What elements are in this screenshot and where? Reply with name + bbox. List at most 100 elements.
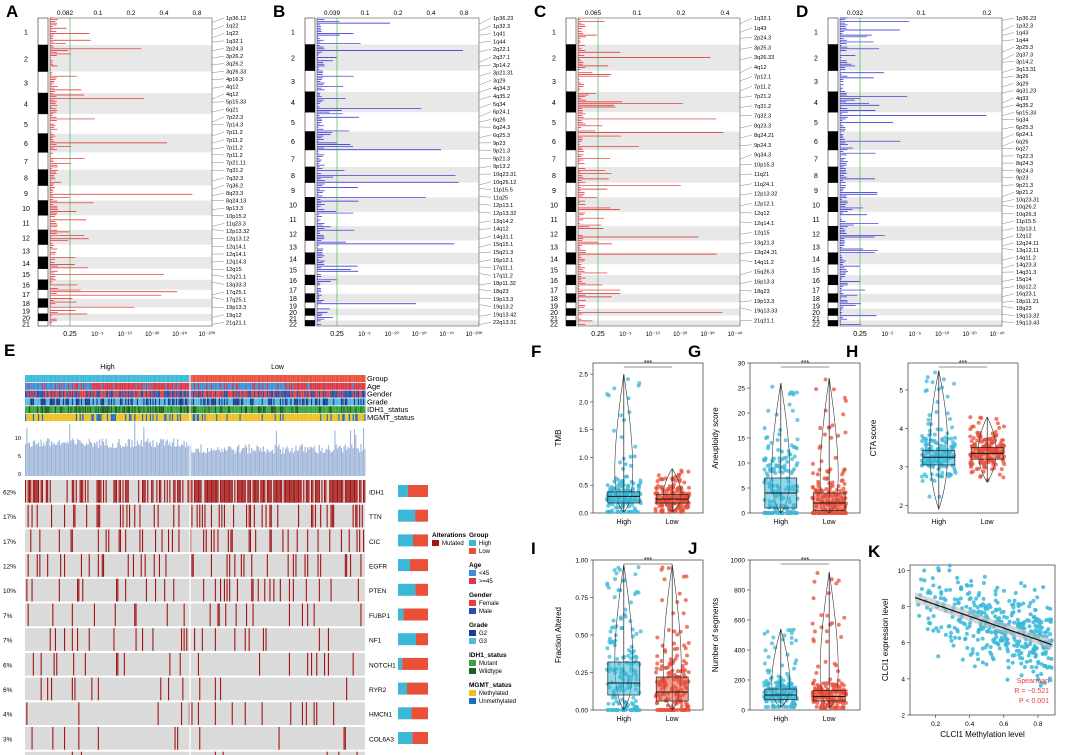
annotation-cell bbox=[45, 406, 48, 414]
chromosome-ideogram bbox=[304, 44, 316, 71]
mutation-cell bbox=[157, 702, 159, 725]
annotation-cell bbox=[169, 375, 171, 382]
annotation-cell bbox=[212, 382, 214, 390]
mutation-cell bbox=[312, 504, 314, 528]
annotation-cell bbox=[96, 390, 98, 398]
annotation-cell bbox=[317, 390, 319, 398]
tmb-bar bbox=[238, 444, 240, 476]
tmb-bar bbox=[48, 438, 50, 476]
cytoband-label: 9p23 bbox=[1016, 176, 1028, 182]
annotation-cell bbox=[38, 414, 40, 421]
mutation-cell bbox=[205, 529, 207, 553]
mutation-cell bbox=[142, 529, 144, 553]
legend-swatch bbox=[469, 600, 476, 606]
cytoband-label: 2q37.3 bbox=[1016, 52, 1033, 58]
data-point bbox=[997, 472, 1002, 477]
tmb-bar bbox=[214, 450, 216, 476]
annotation-cell bbox=[311, 390, 313, 398]
tmb-bar bbox=[156, 442, 158, 476]
annotation-cell bbox=[200, 414, 202, 421]
annotation-cell bbox=[117, 390, 119, 398]
cytoband-leader bbox=[1001, 68, 1015, 73]
annotation-cell bbox=[47, 414, 49, 421]
data-point bbox=[619, 616, 624, 621]
tmb-bar bbox=[114, 447, 116, 476]
plot-frame bbox=[907, 362, 1019, 514]
annotation-cell bbox=[256, 406, 258, 414]
tmb-bar bbox=[157, 445, 159, 476]
tmb-bar bbox=[314, 451, 316, 476]
mutation-cell bbox=[226, 480, 228, 503]
annotation-cell bbox=[149, 398, 152, 406]
tmb-bar bbox=[106, 445, 108, 476]
mutation-cell bbox=[86, 504, 88, 528]
annotation-cell bbox=[242, 406, 244, 414]
tmb-bar bbox=[296, 450, 298, 476]
data-point bbox=[816, 481, 821, 486]
annotation-cell bbox=[314, 382, 317, 390]
annotation-cell bbox=[335, 414, 337, 421]
annotation-cell bbox=[66, 390, 68, 398]
annotation-cell bbox=[131, 398, 133, 406]
tmb-bar bbox=[191, 451, 193, 476]
cytoband-label: 3p21.31 bbox=[493, 71, 513, 77]
annotation-cell bbox=[340, 375, 343, 382]
cytoband-leader bbox=[211, 48, 225, 51]
annotation-cell bbox=[182, 406, 184, 414]
annotation-cell bbox=[307, 406, 309, 414]
chromosome-ideogram bbox=[565, 302, 577, 309]
annotation-cell bbox=[41, 398, 44, 406]
cytoband-leader bbox=[478, 203, 492, 206]
mutation-cell bbox=[256, 480, 258, 503]
cytoband-leader bbox=[739, 27, 753, 33]
data-point bbox=[995, 421, 1000, 426]
annotation-cell bbox=[273, 406, 275, 414]
annotation-cell bbox=[235, 390, 237, 398]
legend-label: <45 bbox=[479, 571, 490, 577]
top-tick-label: 0.4 bbox=[426, 10, 435, 17]
annotation-cell bbox=[340, 398, 343, 406]
bottom-tick-label: 10⁻⁴⁰ bbox=[990, 331, 1005, 338]
mutation-cell bbox=[292, 480, 294, 503]
chromosome-band bbox=[50, 93, 212, 114]
bottom-tick-label: 10⁻²⁰ bbox=[673, 331, 688, 338]
annotation-cell bbox=[304, 375, 306, 382]
tmb-bar bbox=[249, 453, 251, 476]
mutation-cell bbox=[243, 480, 245, 503]
tmb-bar bbox=[135, 446, 137, 476]
annotation-cell bbox=[161, 406, 163, 414]
annotation-cell bbox=[251, 406, 253, 414]
data-point bbox=[813, 487, 818, 492]
legend-label: High bbox=[479, 541, 491, 547]
mutation-cell bbox=[27, 480, 29, 503]
annotation-cell bbox=[171, 398, 174, 406]
mutation-cell bbox=[227, 529, 229, 553]
annotation-cell bbox=[26, 390, 28, 398]
annotation-cell bbox=[226, 390, 228, 398]
mutation-cell bbox=[330, 480, 332, 503]
tmb-bar bbox=[164, 445, 166, 476]
annotation-cell bbox=[194, 398, 196, 406]
annotation-cell bbox=[307, 375, 309, 382]
annotation-cell bbox=[196, 398, 198, 406]
annotation-cell bbox=[109, 382, 111, 390]
data-point bbox=[631, 695, 636, 700]
annotation-cell bbox=[191, 398, 193, 406]
mutation-cell bbox=[203, 529, 205, 553]
annotation-cell bbox=[229, 390, 231, 398]
annotation-cell bbox=[166, 398, 168, 406]
annotation-cell bbox=[283, 398, 285, 406]
mutation-cell bbox=[352, 504, 354, 528]
tmb-bar bbox=[268, 450, 270, 476]
annotation-cell bbox=[201, 382, 204, 390]
annotation-cell bbox=[25, 390, 27, 398]
annotation-cell bbox=[239, 414, 241, 421]
annotation-cell bbox=[321, 414, 323, 421]
significance-label: *** bbox=[644, 360, 652, 367]
annotation-cell bbox=[171, 375, 174, 382]
annotation-cell bbox=[142, 406, 144, 414]
annotation-cell bbox=[359, 382, 361, 390]
data-point bbox=[947, 416, 952, 421]
annotation-cell bbox=[52, 414, 54, 421]
top-tick-label: 0.8 bbox=[192, 10, 201, 17]
